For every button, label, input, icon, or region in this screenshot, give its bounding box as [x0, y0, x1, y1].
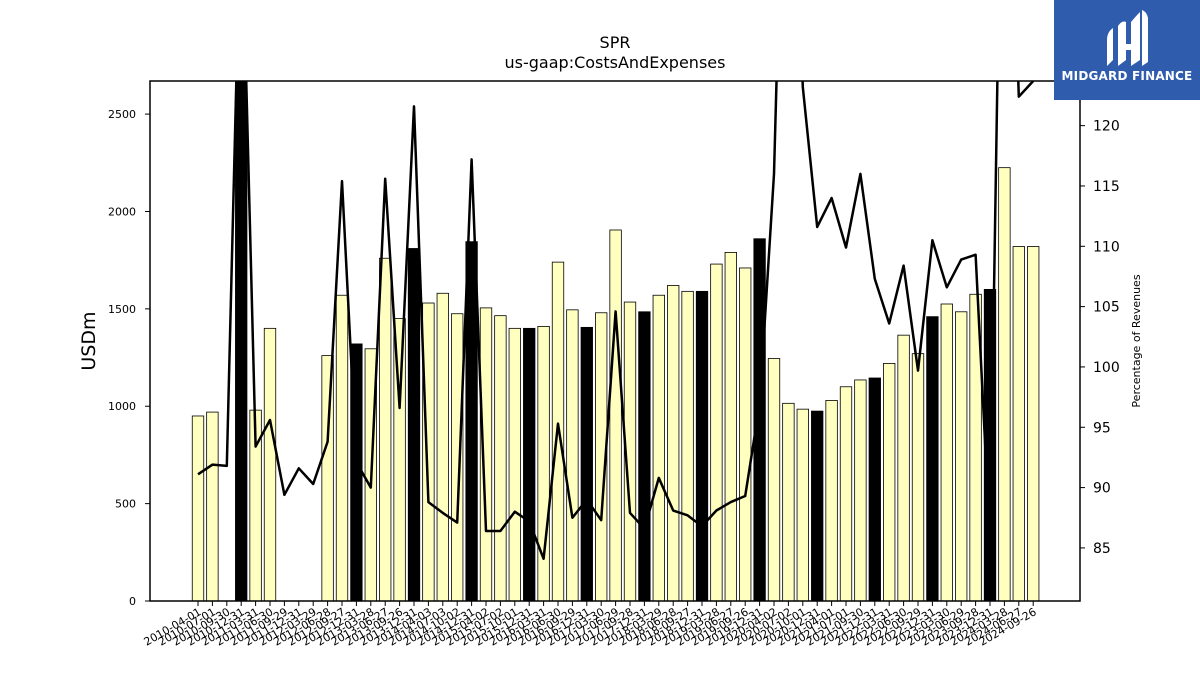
bar [681, 290, 694, 601]
bar [796, 408, 809, 601]
bar [652, 294, 665, 601]
bar [609, 229, 622, 601]
bar [465, 241, 478, 601]
y-tick-label: 0 [129, 595, 136, 608]
bar [868, 377, 881, 601]
bar [523, 327, 536, 601]
brand-logo: MIDGARD FINANCE [1054, 0, 1200, 100]
bar [854, 379, 867, 601]
bar [191, 415, 205, 601]
y2-tick-label: 115 [1093, 179, 1120, 195]
plot-frame [149, 80, 1081, 602]
bar [710, 263, 723, 601]
bar [379, 257, 392, 601]
bar [940, 303, 953, 601]
bar [667, 285, 680, 601]
y2-tick-label: 120 [1093, 119, 1120, 135]
brand-logo-text: MIDGARD FINANCE [1061, 69, 1193, 83]
bar [825, 399, 838, 601]
bar [436, 292, 449, 601]
bar [235, 81, 248, 601]
bar [580, 326, 593, 601]
y2-tick-label: 105 [1093, 300, 1120, 316]
y2-tick-label: 110 [1093, 239, 1120, 255]
y2-axis-label: Percentage of Revenues [1130, 274, 1143, 407]
y-tick-label: 2000 [108, 205, 136, 218]
bar [1012, 246, 1025, 601]
bar [537, 325, 550, 601]
bar [595, 312, 608, 601]
y-axis-left: 0 500 1000 1500 2000 2500 [108, 108, 150, 608]
bar [566, 309, 579, 601]
bars-layer [191, 81, 1040, 601]
y2-tick-label: 85 [1093, 541, 1111, 557]
y-tick-label: 1000 [108, 400, 136, 413]
chart-subtitle: us-gaap:CostsAndExpenses [505, 53, 726, 72]
bar [494, 315, 507, 601]
y-tick-label: 500 [115, 498, 136, 511]
bar [753, 238, 766, 601]
y-tick-label: 1500 [108, 303, 136, 316]
bar [508, 327, 521, 601]
bar [926, 316, 939, 601]
bar [638, 311, 651, 601]
bar [767, 358, 781, 601]
bar [422, 302, 435, 601]
bar [897, 334, 910, 601]
bar [969, 293, 982, 601]
bar [883, 362, 896, 601]
bar [955, 311, 968, 601]
bar [407, 248, 421, 601]
bar [839, 386, 853, 601]
bar [1027, 246, 1040, 601]
bar [998, 167, 1011, 601]
bar [695, 290, 709, 601]
chart-title: SPR [600, 33, 631, 52]
bar [724, 251, 737, 601]
y-axis-right: 85 90 95 100 105 110 115 120 [1080, 119, 1120, 557]
bar [811, 410, 824, 601]
series-line [197, 81, 1035, 561]
y2-tick-label: 95 [1093, 420, 1111, 436]
bar [623, 301, 637, 601]
x-axis: 2010-04-012010-07-012010-09-302010-12-31… [142, 601, 1039, 649]
bar [739, 267, 752, 601]
y2-tick-label: 90 [1093, 481, 1111, 497]
bar [263, 327, 277, 601]
bar [335, 294, 349, 601]
y-axis-label: USDm [78, 311, 100, 370]
bar [451, 313, 464, 601]
bar [479, 307, 493, 601]
bar [321, 355, 334, 601]
bar [911, 353, 925, 601]
midgard-logo-icon [1107, 10, 1148, 66]
bar [393, 318, 406, 601]
bar [206, 411, 219, 601]
y-tick-label: 2500 [108, 108, 136, 121]
line-layer [197, 81, 1035, 561]
bar [782, 402, 795, 601]
y2-tick-label: 100 [1093, 360, 1120, 376]
